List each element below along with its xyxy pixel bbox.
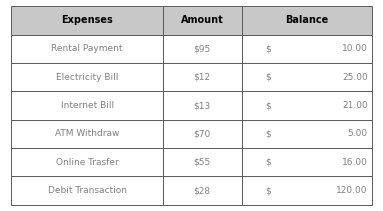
Bar (242, 120, 372, 148)
Text: $: $ (265, 158, 271, 167)
Text: $70: $70 (194, 129, 211, 138)
Bar (11, 148, 163, 176)
Text: 10.00: 10.00 (342, 44, 368, 53)
Text: $: $ (265, 73, 271, 82)
Bar (242, 35, 372, 63)
Text: $: $ (265, 129, 271, 138)
Text: ATM Withdraw: ATM Withdraw (55, 129, 119, 138)
Bar (163, 176, 242, 205)
Bar (11, 120, 163, 148)
Text: $: $ (265, 186, 271, 195)
Text: Balance: Balance (285, 15, 328, 26)
Bar (163, 63, 242, 91)
Bar (242, 63, 372, 91)
Text: Expenses: Expenses (61, 15, 113, 26)
Text: Online Trasfer: Online Trasfer (56, 158, 118, 167)
Text: Amount: Amount (181, 15, 224, 26)
Bar (11, 63, 163, 91)
Text: 25.00: 25.00 (342, 73, 368, 82)
Bar (163, 35, 242, 63)
Bar (11, 176, 163, 205)
Bar (11, 91, 163, 120)
Text: Rental Payment: Rental Payment (51, 44, 123, 53)
Text: Debit Transaction: Debit Transaction (47, 186, 127, 195)
Text: $28: $28 (194, 186, 211, 195)
Text: Internet Bill: Internet Bill (61, 101, 114, 110)
Text: $: $ (265, 101, 271, 110)
Text: $55: $55 (194, 158, 211, 167)
Bar (163, 91, 242, 120)
Bar (242, 91, 372, 120)
Bar (11, 35, 163, 63)
Bar (11, 6, 163, 35)
Bar (242, 148, 372, 176)
Text: $12: $12 (194, 73, 211, 82)
Bar (242, 176, 372, 205)
Bar (163, 120, 242, 148)
Text: $: $ (265, 44, 271, 53)
Text: 16.00: 16.00 (342, 158, 368, 167)
Text: 21.00: 21.00 (342, 101, 368, 110)
Bar (163, 148, 242, 176)
Text: $13: $13 (194, 101, 211, 110)
Text: $95: $95 (194, 44, 211, 53)
Text: Electricity Bill: Electricity Bill (56, 73, 118, 82)
Bar (242, 6, 372, 35)
Text: 120.00: 120.00 (336, 186, 368, 195)
Bar (163, 6, 242, 35)
Text: 5.00: 5.00 (347, 129, 368, 138)
